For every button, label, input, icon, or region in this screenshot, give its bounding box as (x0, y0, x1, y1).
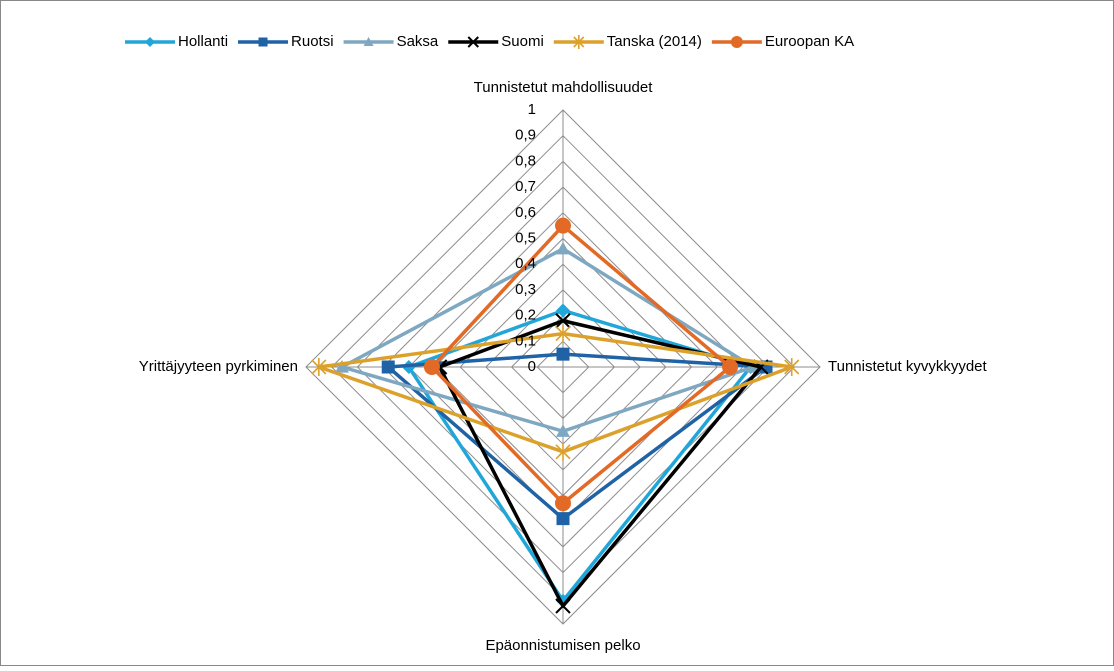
marker (258, 37, 268, 47)
marker (556, 424, 570, 437)
r-tick-label: 0,3 (515, 281, 536, 298)
marker (556, 303, 570, 318)
marker (311, 358, 327, 376)
r-tick-label: 0,6 (515, 204, 536, 221)
r-tick-label: 0,8 (515, 152, 536, 169)
marker (555, 598, 571, 614)
category-label: Epäonnistumisen pelko (485, 637, 640, 654)
legend-label: Hollanti (178, 33, 228, 50)
marker (555, 217, 571, 234)
r-tick-label: 0,4 (515, 255, 536, 272)
marker (730, 36, 743, 48)
r-tick-label: 0,9 (515, 127, 536, 144)
legend-label: Tanska (2014) (607, 33, 702, 50)
r-tick-label: 0 (528, 358, 536, 375)
r-tick-label: 0,2 (515, 307, 536, 324)
category-label: Yrittäjyyteen pyrkiminen (139, 358, 298, 375)
marker (556, 512, 570, 526)
marker (145, 37, 155, 47)
r-tick-label: 0,7 (515, 178, 536, 195)
category-label: Tunnistetut mahdollisuudet (474, 79, 654, 96)
marker (555, 442, 571, 461)
legend-label: Suomi (501, 33, 544, 50)
marker (381, 360, 395, 374)
legend-label: Ruotsi (291, 33, 334, 50)
marker (467, 36, 479, 48)
marker (555, 495, 571, 512)
marker (573, 35, 585, 49)
category-label: Tunnistetut kyvykkyydet (828, 358, 988, 375)
marker (423, 359, 440, 375)
marker (556, 347, 570, 361)
legend-label: Euroopan KA (765, 33, 854, 50)
marker (722, 359, 739, 375)
r-tick-label: 0,5 (515, 229, 536, 246)
legend-label: Saksa (397, 33, 439, 50)
marker (334, 360, 349, 373)
r-tick-label: 1 (528, 101, 536, 118)
marker (363, 37, 374, 46)
r-tick-label: 0,1 (515, 332, 536, 349)
marker (556, 241, 570, 255)
marker (555, 313, 571, 329)
marker (784, 358, 800, 376)
marker (555, 324, 571, 343)
